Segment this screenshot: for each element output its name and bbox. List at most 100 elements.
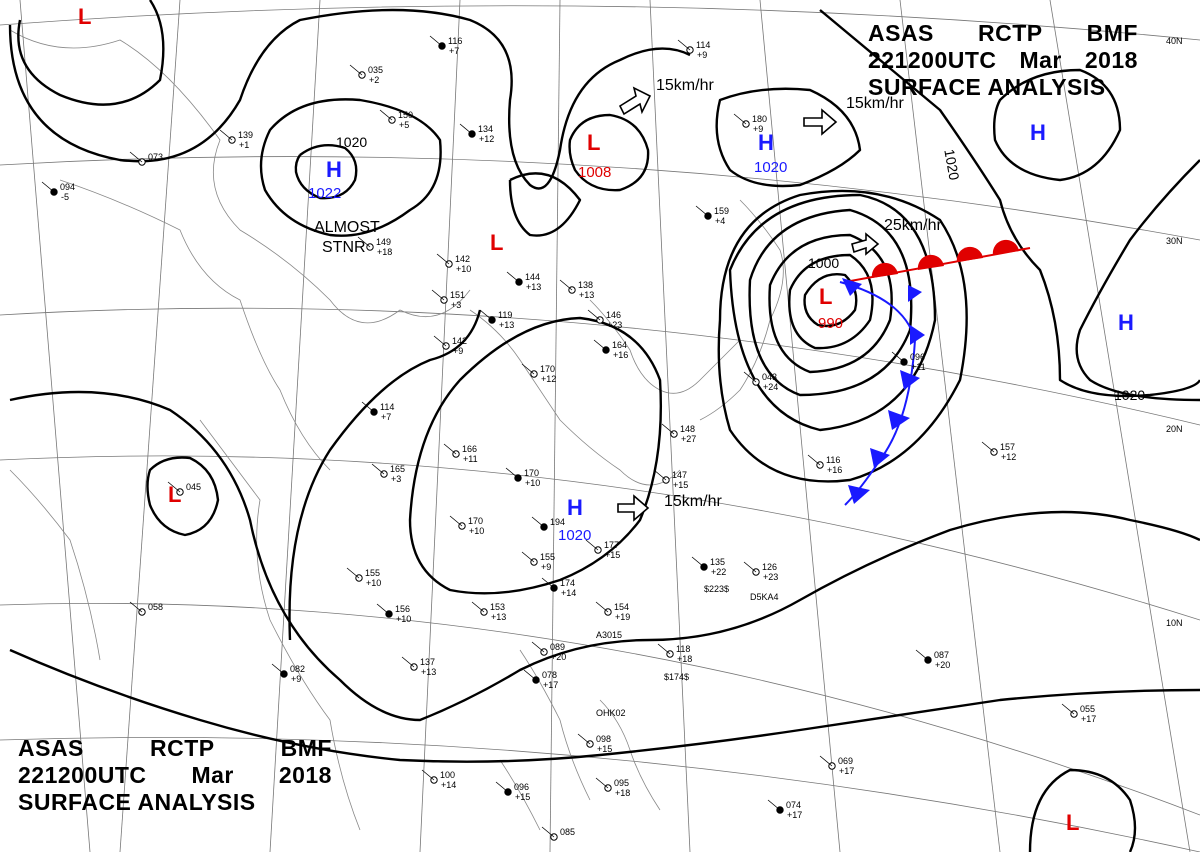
wind-barb-icon: [891, 351, 905, 363]
station-tendency: +17: [839, 766, 854, 776]
station-pressure: 085: [560, 827, 575, 837]
station-tendency: +13: [499, 320, 514, 330]
station-pressure: 153: [490, 602, 505, 612]
high-pressure-value: 1022: [308, 185, 341, 202]
station-tendency: +9: [541, 562, 551, 572]
station-pressure: 170: [540, 364, 555, 374]
station-tendency: +27: [681, 434, 696, 444]
low-center-top: L: [78, 4, 91, 29]
station-plot: 164+16: [593, 339, 628, 360]
wind-barb-icon: [577, 733, 591, 745]
station-plot: 146+23: [587, 309, 622, 330]
station-tendency: +2: [369, 75, 379, 85]
wind-barb-icon: [523, 669, 537, 681]
wind-barb-icon: [129, 151, 143, 163]
header-line1: ASAS RCTP BMF: [18, 735, 332, 762]
isobar-low-4: [748, 208, 913, 397]
station-plot: 180+9: [733, 113, 767, 134]
station-pressure: 154: [614, 602, 629, 612]
station-plot: 098+15: [577, 733, 612, 754]
wind-barb-icon: [219, 129, 233, 141]
station-pressure: 116: [448, 36, 462, 46]
station-tendency: +17: [543, 680, 558, 690]
wind-barb-icon: [371, 463, 385, 475]
station-tendency: +13: [526, 282, 541, 292]
wind-barb-icon: [531, 641, 545, 653]
station-plot: 142+10: [436, 253, 471, 274]
lat-label: 10N: [1166, 618, 1183, 628]
wind-barb-icon: [436, 253, 450, 265]
station-tendency: +9: [753, 124, 763, 134]
wind-barb-icon: [587, 309, 601, 321]
station-pressure: 156: [395, 604, 410, 614]
station-pressure: 098: [596, 734, 611, 744]
wind-barb-icon: [743, 371, 757, 383]
wind-barb-icon: [733, 113, 747, 125]
header-line1: ASAS RCTP BMF: [868, 20, 1138, 47]
low-center-inland: L: [490, 230, 503, 255]
station-pressure: 116: [826, 455, 840, 465]
station-pressure: 150: [398, 110, 413, 120]
wind-barb-icon: [661, 423, 675, 435]
motion-arrow-icon: [803, 108, 838, 136]
wind-barb-icon: [743, 561, 757, 573]
cold-front: [839, 278, 925, 506]
wind-barb-icon: [431, 289, 445, 301]
wind-barb-icon: [459, 123, 473, 135]
station-plot: 094-5: [41, 181, 75, 202]
station-plot: 174+14: [541, 577, 576, 598]
wind-barb-icon: [505, 467, 519, 479]
station-tendency: +18: [615, 788, 630, 798]
station-pressure: 045: [186, 482, 201, 492]
isobar-central-high: [408, 316, 663, 595]
station-tendency: +20: [935, 660, 950, 670]
isobar-low-1: [803, 273, 858, 328]
station-pressure: 138: [578, 280, 593, 290]
isobar-se-low: [1028, 768, 1137, 852]
wind-barb-icon: [541, 826, 555, 838]
wind-barb-icon: [559, 279, 573, 291]
station-plot: 116+7: [429, 35, 462, 56]
station-tendency: +16: [827, 465, 842, 475]
lat-label: 20N: [1166, 424, 1183, 434]
wind-barb-icon: [421, 769, 435, 781]
lat-label: 30N: [1166, 236, 1183, 246]
station-pressure: 119: [498, 310, 512, 320]
station-plot: 165+3: [371, 463, 405, 484]
station-plot: 156+10: [376, 603, 411, 624]
station-plot: 134+12: [459, 123, 494, 144]
isobar-high-inner: [294, 144, 358, 200]
station-plot: 139+1: [219, 129, 253, 150]
station-plot: 114+9: [677, 39, 710, 60]
station-pressure: 147: [672, 470, 687, 480]
low-center-west: L: [168, 482, 181, 507]
wind-barb-icon: [129, 601, 143, 613]
station-pressure: 094: [60, 182, 75, 192]
station-plot: 177+15: [585, 539, 620, 560]
wind-barb-icon: [167, 481, 181, 493]
station-pressure: 170: [468, 516, 483, 526]
station-tendency: +13: [421, 667, 436, 677]
isobar-outer: [9, 390, 1200, 722]
station-plot: 089+20: [531, 641, 566, 662]
station-plot: 087+20: [915, 649, 950, 670]
station-tendency: +23: [763, 572, 778, 582]
wind-barb-icon: [401, 656, 415, 668]
station-plot: 159+4: [695, 205, 729, 226]
station-tendency: +23: [607, 320, 622, 330]
isobar-label: 1020: [1114, 387, 1145, 403]
header-year: 2018: [278, 762, 332, 788]
station-plot: 149+18: [357, 236, 392, 257]
motion-speed: 15km/hr: [664, 493, 722, 510]
motion-arrow-icon: [851, 232, 880, 256]
header-month: Mar: [191, 762, 234, 788]
station-tendency: +10: [396, 614, 411, 624]
station-pressure: 194: [550, 517, 565, 527]
header-station: RCTP: [977, 20, 1043, 46]
header-station: RCTP: [149, 735, 215, 761]
station-tendency: +24: [763, 382, 778, 392]
header-source: BMF: [280, 735, 332, 761]
station-tendency: +7: [449, 46, 459, 56]
isobars: [8, 0, 1200, 852]
